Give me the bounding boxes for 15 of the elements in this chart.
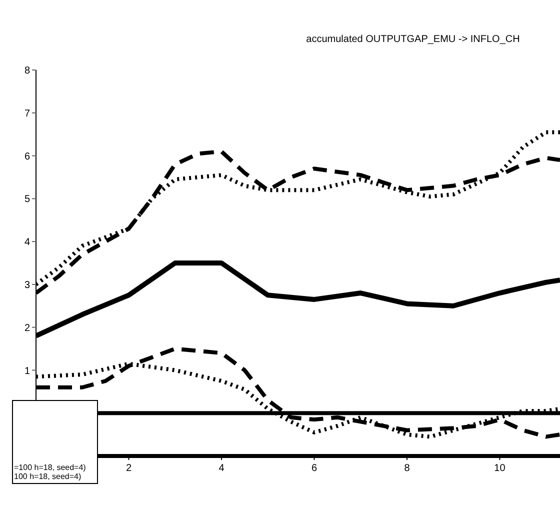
- y-tick-label: 4: [24, 237, 30, 248]
- y-tick-label: 7: [24, 108, 30, 120]
- y-tick-label: 2: [24, 322, 30, 334]
- y-tick-label: 8: [24, 66, 30, 77]
- note-box: =100 h=18, seed=4) 100 h=18, seed=4): [12, 400, 98, 484]
- y-tick-label: 3: [24, 280, 30, 291]
- x-tick-label: 2: [126, 463, 132, 474]
- x-tick-label: 6: [311, 463, 318, 474]
- y-tick-label: 1: [24, 366, 30, 377]
- y-tick-label: 5: [24, 194, 30, 206]
- y-tick-label: 6: [24, 151, 30, 162]
- x-tick-label: 4: [218, 463, 225, 474]
- x-tick-label: 8: [404, 463, 410, 474]
- x-tick-label: 10: [494, 463, 506, 474]
- chart-title: accumulated OUTPUTGAP_EMU -> INFLO_CH: [305, 34, 521, 45]
